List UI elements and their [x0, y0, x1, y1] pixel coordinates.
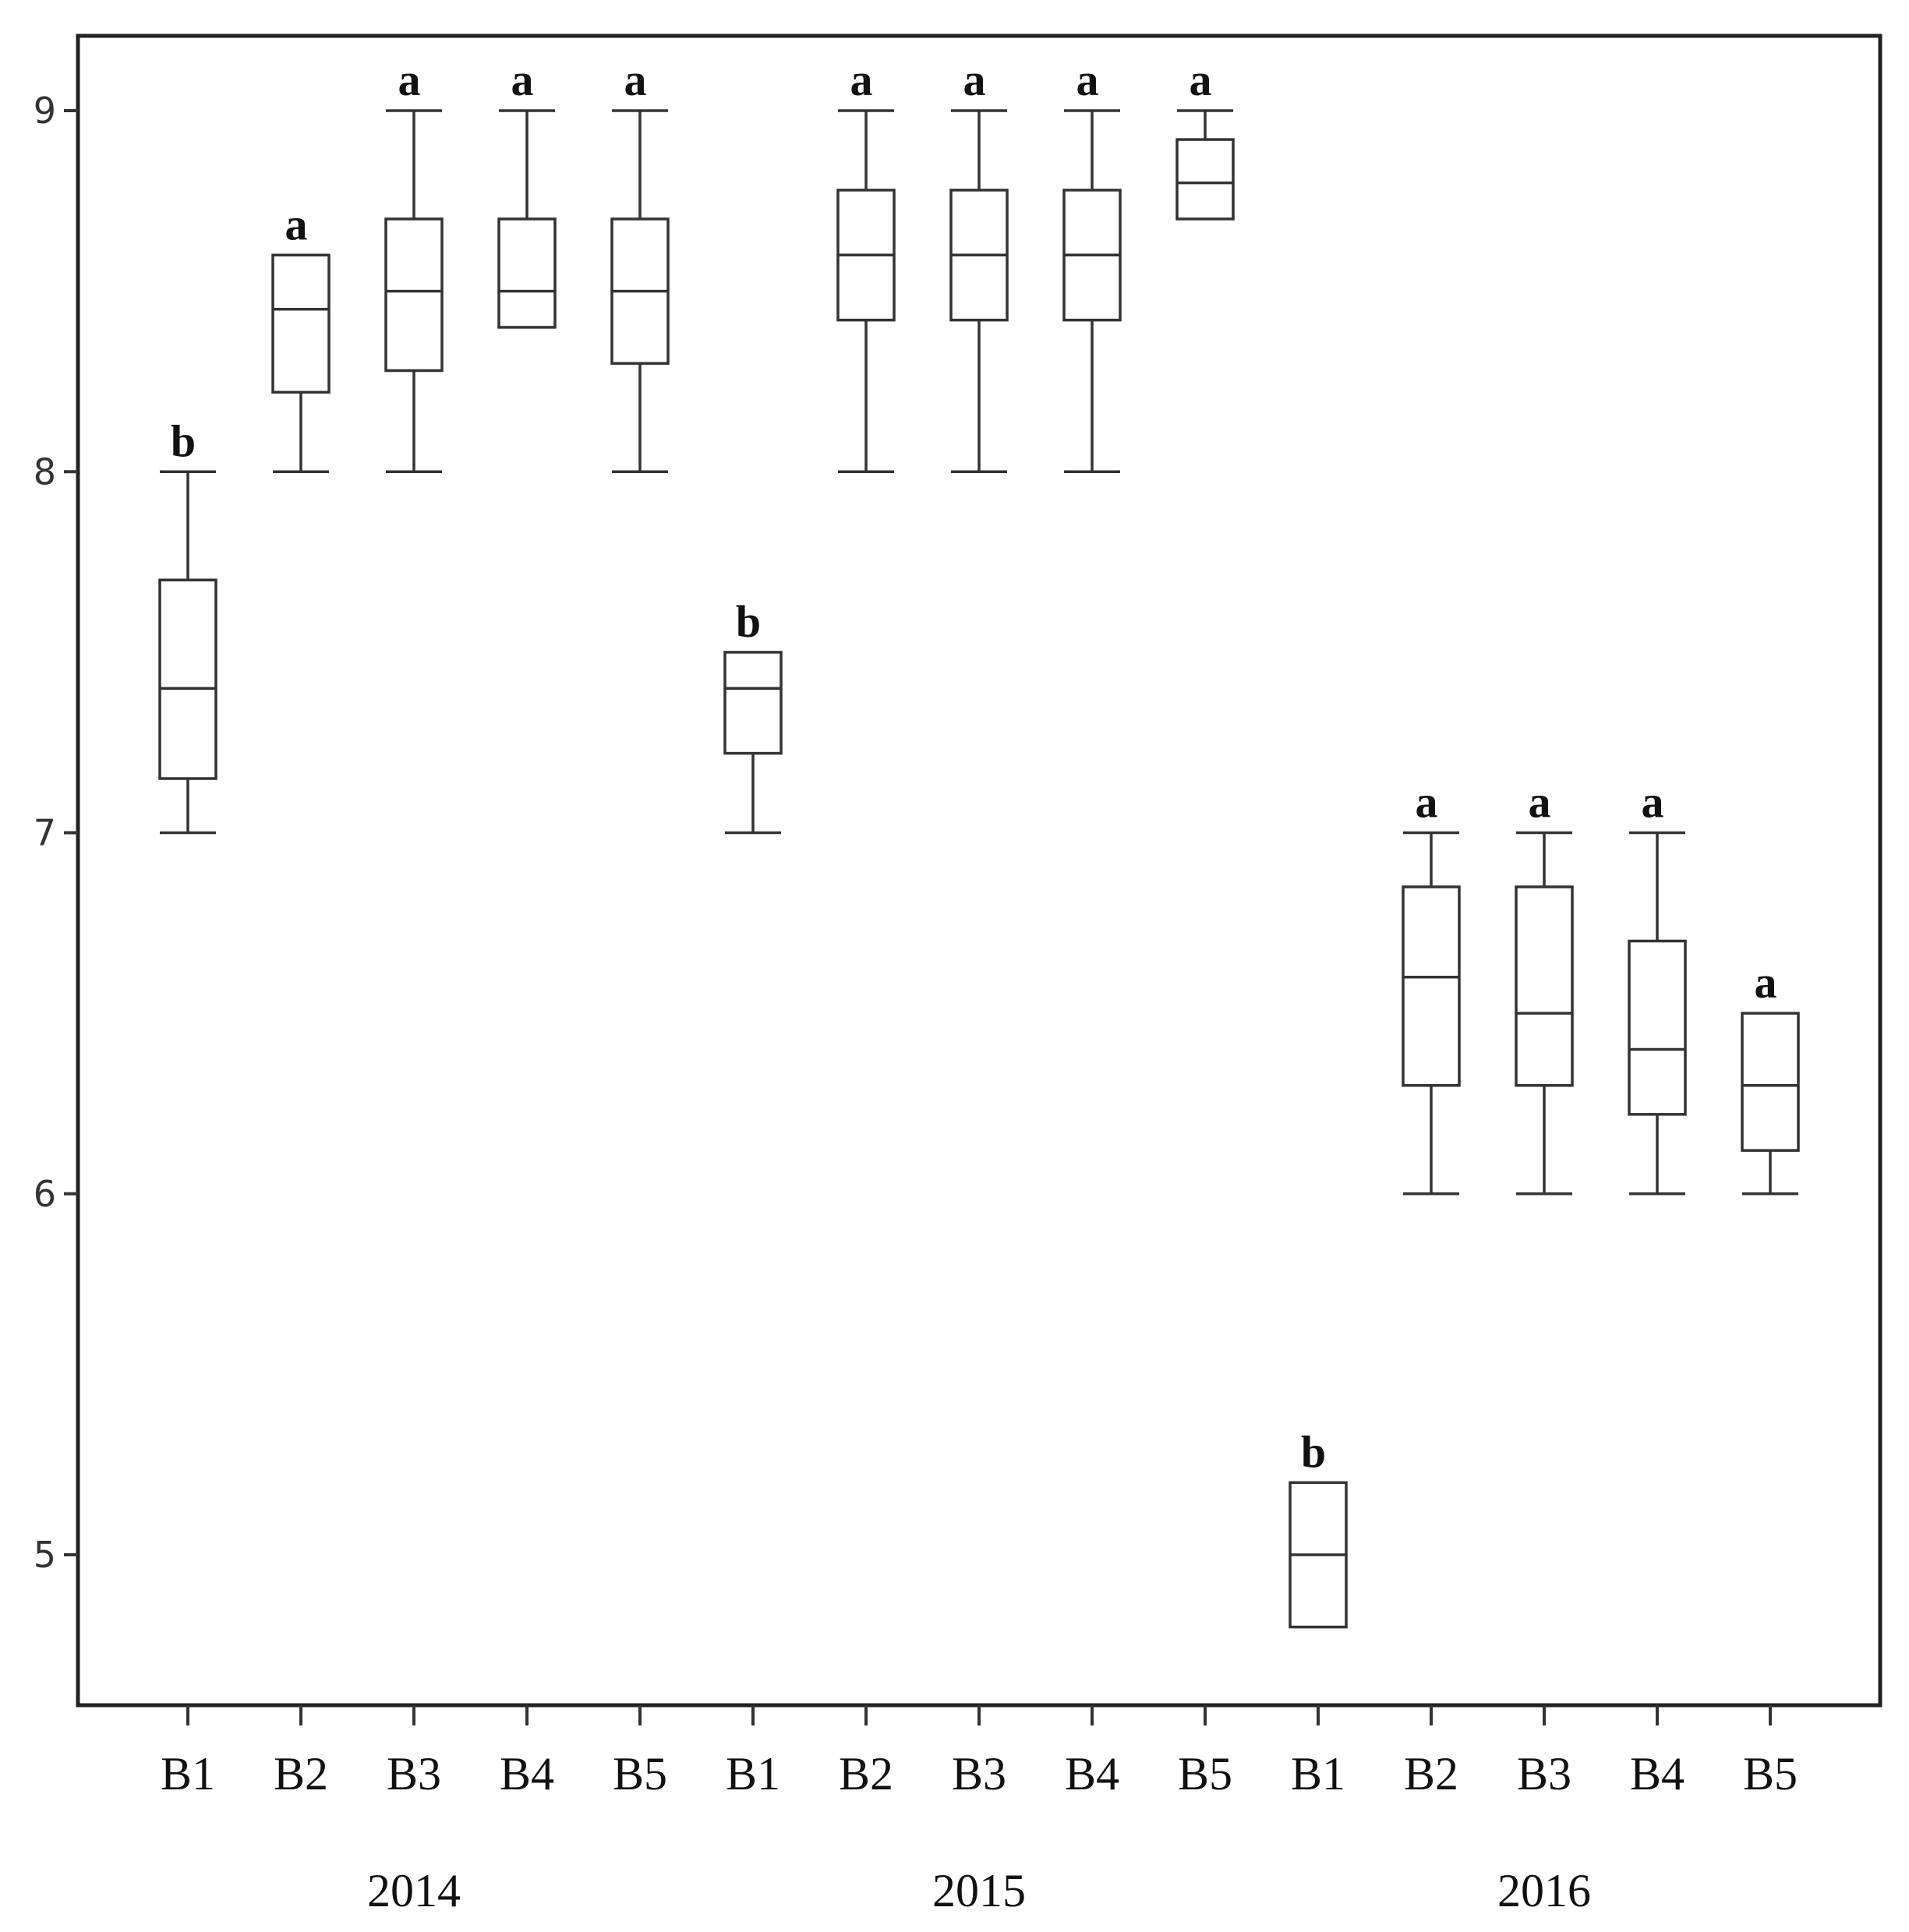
x-tick-label: B1: [1291, 1748, 1345, 1800]
group-label-2014: 2014: [367, 1865, 461, 1916]
iqr-box: [1515, 885, 1574, 1087]
box-2015-B5: a: [1175, 55, 1235, 221]
x-tick-label: B2: [839, 1748, 893, 1800]
significance-letter: a: [511, 55, 534, 105]
significance-letter: a: [624, 55, 647, 105]
significance-letter: a: [1416, 777, 1438, 828]
iqr-box: [158, 578, 217, 780]
x-axis: B1 B2 B3 B4 B5 B1 B2 B3 B4 B5 B1 B2 B3 B4 B5: [161, 1705, 1798, 1800]
box-2014-B2: a: [271, 199, 331, 473]
iqr-box: [1741, 1012, 1800, 1152]
significance-letter: a: [1190, 55, 1212, 105]
x-tick-label: B2: [274, 1748, 328, 1800]
significance-letter: b: [736, 596, 761, 647]
significance-letter: a: [963, 55, 986, 105]
y-axis: 5 6 7 8 9: [34, 90, 78, 1576]
box-2015-B2: a: [836, 55, 896, 473]
box-2016-B2: a: [1402, 777, 1461, 1196]
iqr-box: [1402, 885, 1461, 1087]
iqr-box: [1628, 939, 1687, 1116]
x-tick-label: B3: [952, 1748, 1006, 1800]
box-2014-B1: b: [158, 415, 217, 835]
group-label-2016: 2016: [1497, 1865, 1591, 1916]
iqr-box: [723, 651, 783, 755]
iqr-box: [384, 217, 444, 373]
y-tick-label: 8: [34, 450, 56, 493]
x-tick-label: B5: [1743, 1748, 1798, 1800]
x-tick-label: B1: [726, 1748, 780, 1800]
significance-letter: a: [1076, 55, 1099, 105]
significance-letter: a: [850, 55, 873, 105]
box-2014-B3: a: [384, 55, 444, 473]
group-labels: 2014 2015 2016: [367, 1865, 1591, 1916]
box-2015-B4: a: [1062, 55, 1122, 473]
box-2016-B5: a: [1741, 957, 1800, 1196]
box-2014-B4: a: [497, 55, 557, 329]
iqr-box: [497, 217, 557, 329]
box-2014-B5: a: [610, 55, 670, 473]
group-label-2015: 2015: [932, 1865, 1026, 1916]
box-2016-B3: a: [1515, 777, 1574, 1196]
box-2015-B3: a: [949, 55, 1009, 473]
x-tick-label: B4: [500, 1748, 554, 1800]
significance-letter: a: [1642, 777, 1664, 828]
significance-letter: a: [285, 199, 308, 249]
significance-letter: a: [1529, 777, 1551, 828]
iqr-box: [1175, 138, 1235, 221]
x-tick-label: B4: [1630, 1748, 1685, 1800]
x-tick-label: B5: [1178, 1748, 1232, 1800]
box-2016-B1: b: [1289, 1426, 1348, 1629]
x-tick-label: B1: [161, 1748, 215, 1800]
box-2015-B1: b: [723, 596, 783, 835]
y-tick-label: 6: [34, 1173, 56, 1215]
significance-letter: a: [398, 55, 421, 105]
box-series: b a a a a b a a a a b a a a a: [158, 55, 1800, 1629]
x-tick-label: B3: [1517, 1748, 1571, 1800]
significance-letter: a: [1755, 957, 1777, 1008]
significance-letter: b: [1301, 1426, 1326, 1477]
box-2016-B4: a: [1628, 777, 1687, 1196]
x-tick-label: B5: [613, 1748, 667, 1800]
significance-letter: b: [171, 415, 196, 466]
y-tick-label: 7: [34, 812, 56, 854]
y-tick-label: 5: [34, 1534, 56, 1576]
x-tick-label: B4: [1065, 1748, 1119, 1800]
y-tick-label: 9: [34, 90, 56, 132]
iqr-box: [271, 253, 331, 394]
x-tick-label: B3: [387, 1748, 441, 1800]
x-tick-label: B2: [1404, 1748, 1458, 1800]
